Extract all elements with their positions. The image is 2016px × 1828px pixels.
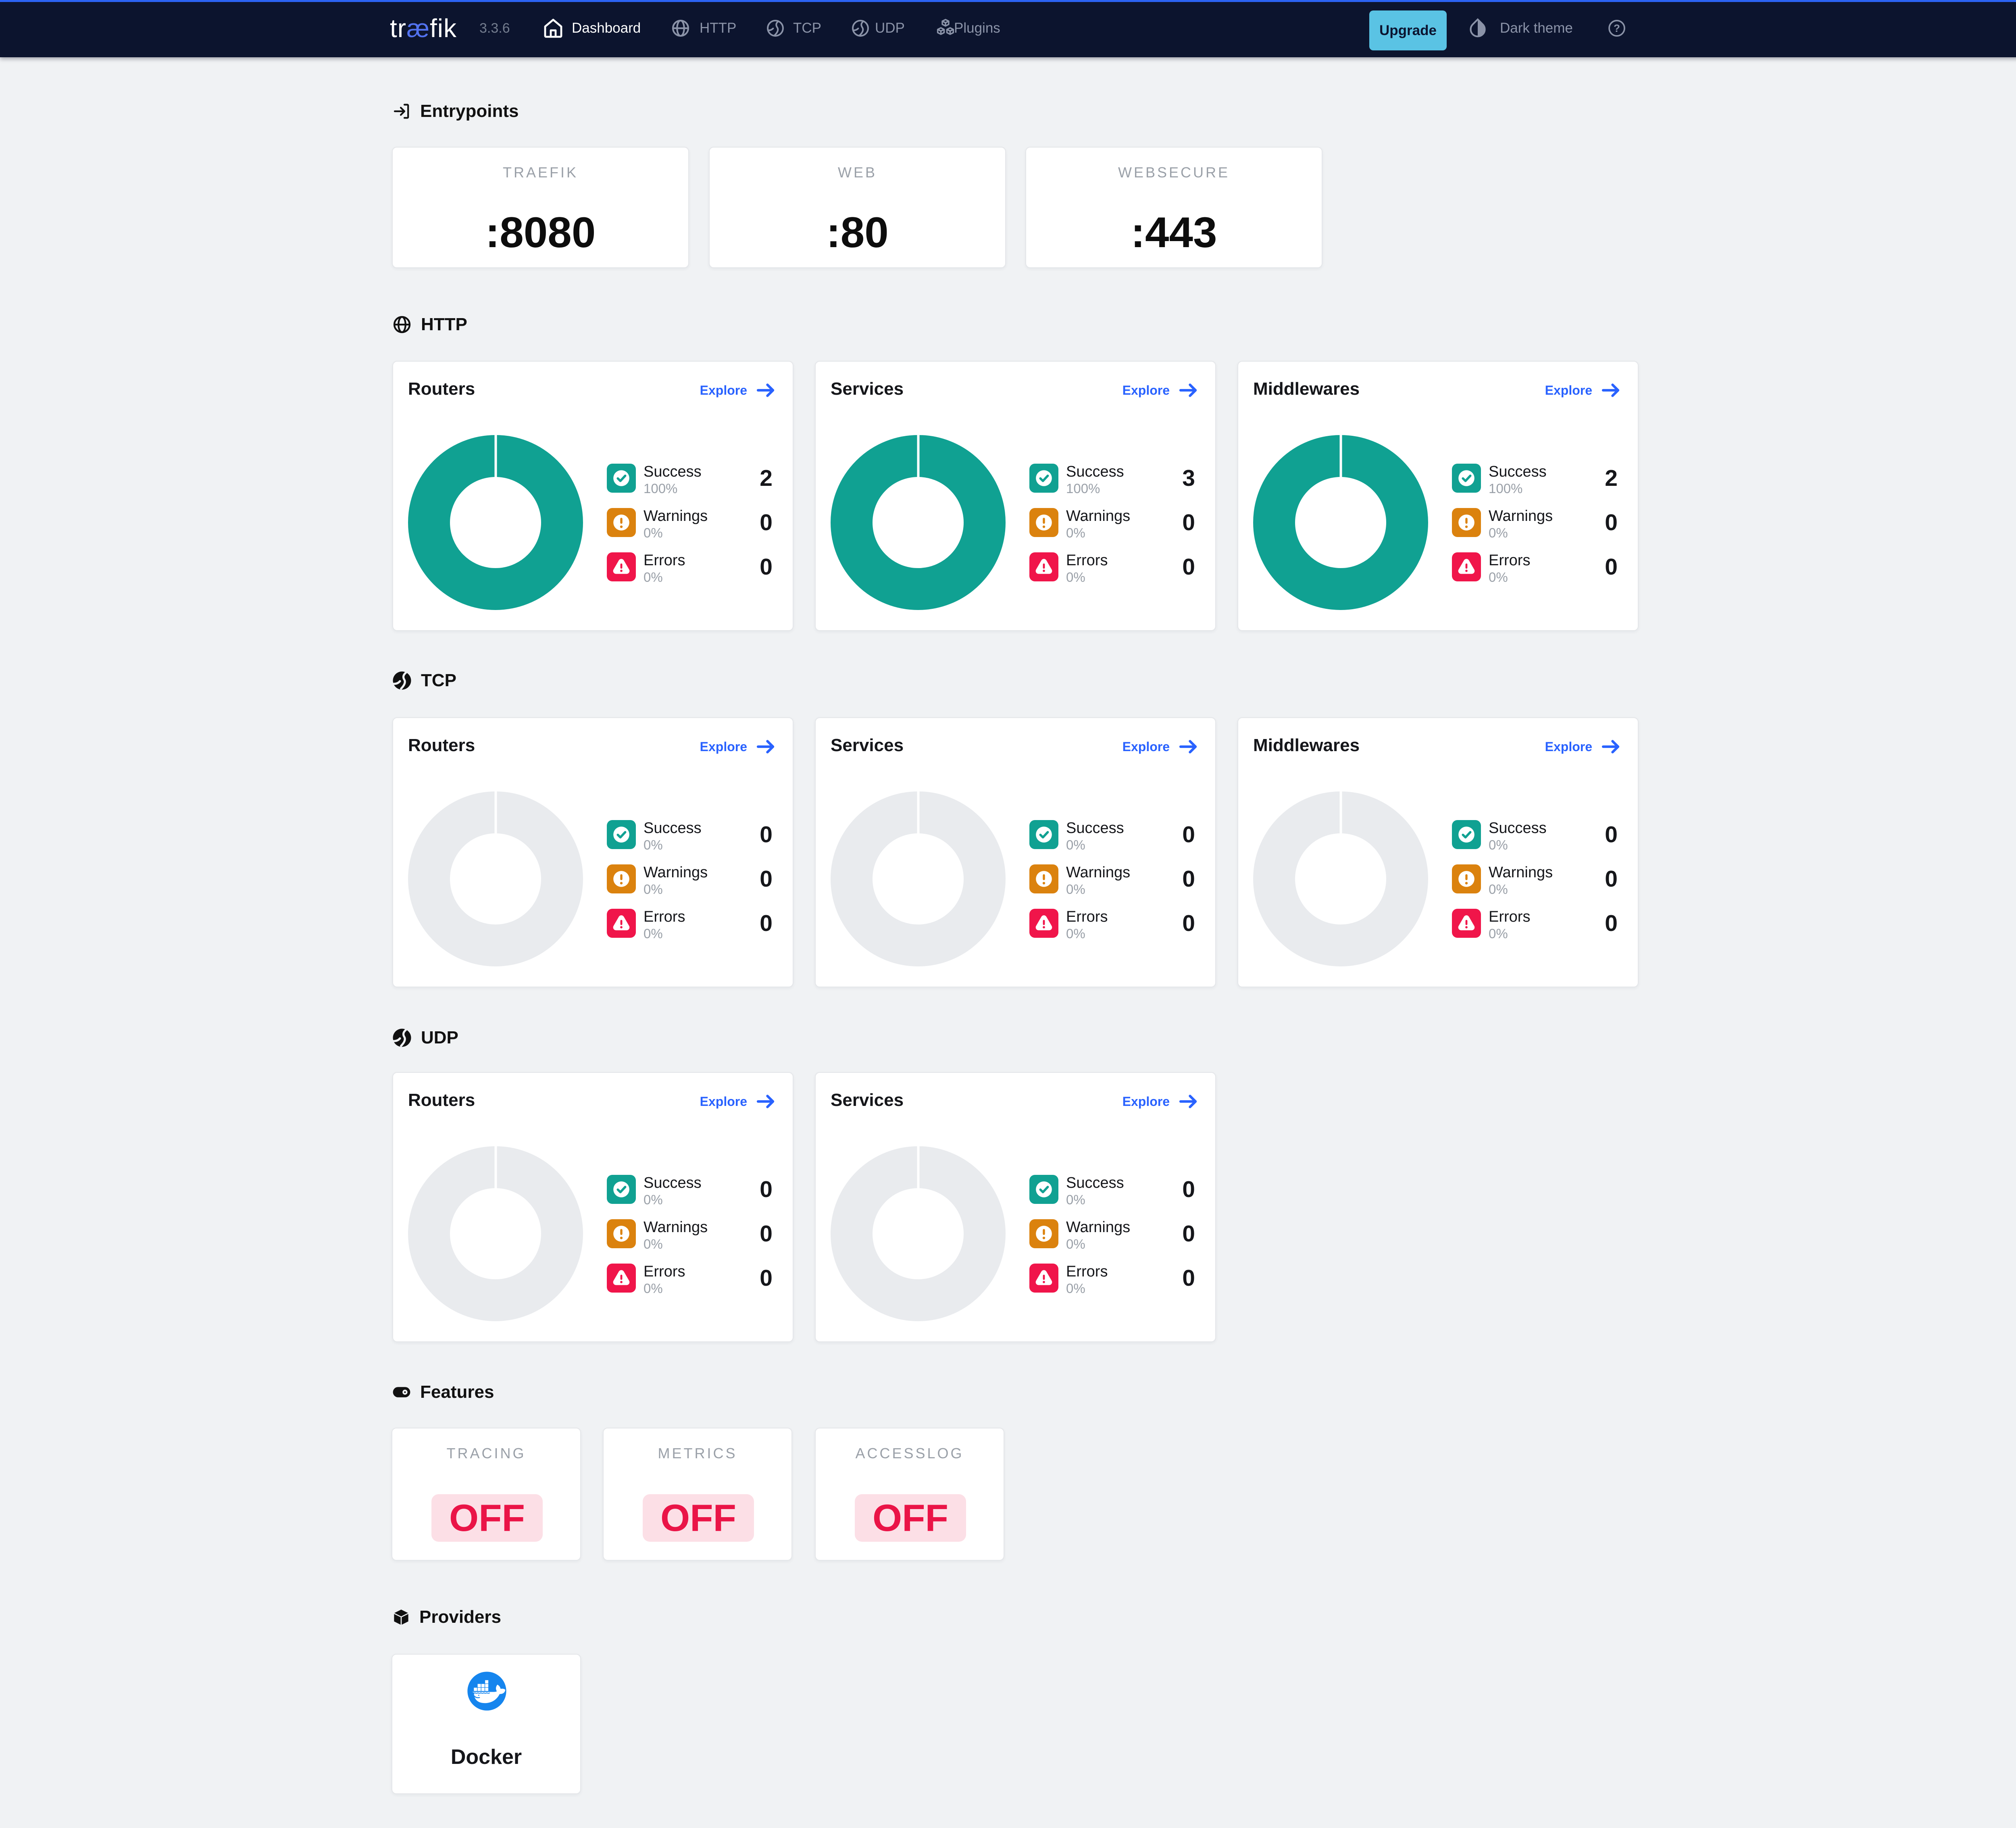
- svg-text:?: ?: [1614, 22, 1620, 34]
